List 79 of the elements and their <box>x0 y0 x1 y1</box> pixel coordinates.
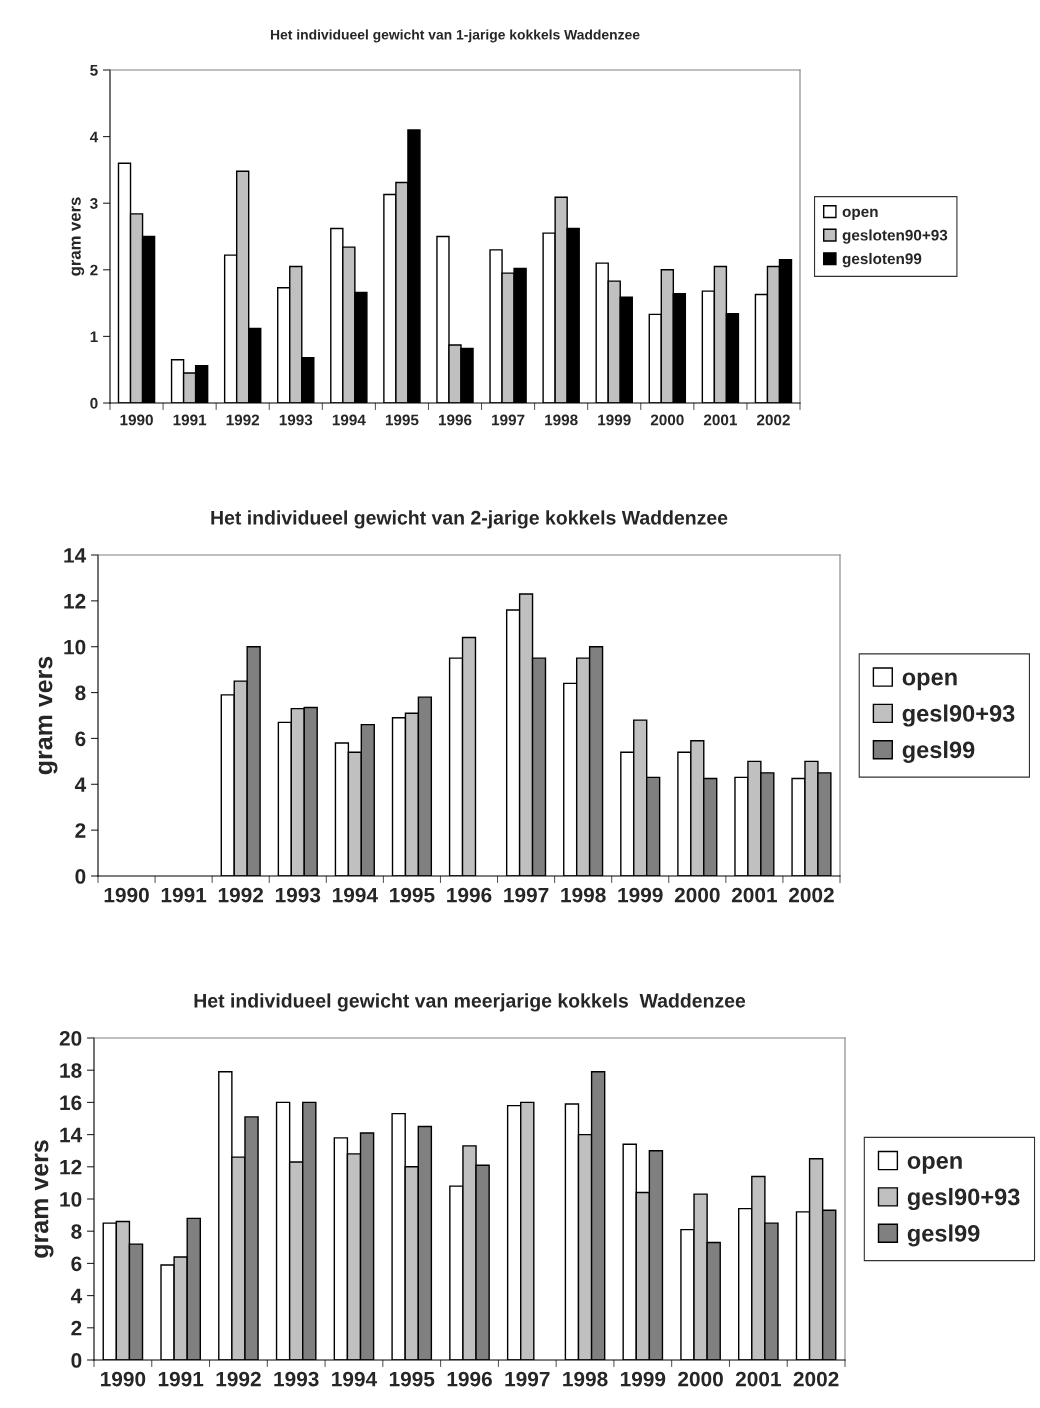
y-tick-label: 14 <box>64 548 87 563</box>
x-tick-label: 1999 <box>618 887 663 903</box>
y-tick-label: 1 <box>90 331 98 342</box>
x-tick-label: 1996 <box>438 414 472 426</box>
x-tick-label: 1990 <box>101 1371 146 1387</box>
x-tick-label: 1998 <box>561 887 606 903</box>
x-tick-label: 1994 <box>332 414 366 426</box>
x-tick-label: 1990 <box>120 414 153 426</box>
x-tick-label: 2000 <box>674 887 720 903</box>
y-tick-label: 2 <box>71 1320 82 1336</box>
y-tick-label: 12 <box>64 593 86 609</box>
x-tick-label: 1995 <box>389 1371 435 1387</box>
y-tick-label: 4 <box>74 777 87 792</box>
chart-title: Het individueel gewicht van 2-jarige kokkels Waddenzee <box>211 510 728 529</box>
y-tick-label: 6 <box>71 1256 82 1272</box>
x-tick-label: 2001 <box>735 1371 781 1387</box>
x-tick-label: 2002 <box>757 414 790 426</box>
y-tick-label: 10 <box>64 639 86 655</box>
x-tick-label: 1998 <box>545 414 578 426</box>
y-tick-label: 2 <box>75 823 86 838</box>
x-tick-label: 1992 <box>216 1371 261 1387</box>
y-tick-label: 4 <box>89 131 99 143</box>
y-tick-label: 20 <box>59 1031 82 1046</box>
y-tick-label: 18 <box>60 1063 82 1078</box>
x-tick-label: 1990 <box>104 887 149 903</box>
legend-label: open <box>902 672 957 691</box>
x-tick-label: 1992 <box>218 887 264 903</box>
x-tick-label: 1992 <box>226 414 260 426</box>
legend-label: gesl90+93 <box>902 704 1015 727</box>
y-tick-label: 4 <box>70 1288 83 1304</box>
legend-label: gesl99 <box>902 740 975 763</box>
x-tick-label: 1996 <box>447 887 492 903</box>
x-tick-label: 1994 <box>332 1371 378 1387</box>
y-tick-label: 8 <box>75 685 86 701</box>
x-tick-label: 2002 <box>793 1371 839 1387</box>
x-tick-label: 1996 <box>447 1371 492 1387</box>
y-tick-label: 0 <box>75 869 86 884</box>
x-tick-label: 1991 <box>173 414 207 426</box>
x-tick-label: 2001 <box>731 887 777 903</box>
y-tick-label: 0 <box>71 1353 82 1368</box>
x-tick-label: 1997 <box>505 1371 550 1387</box>
x-tick-label: 1994 <box>332 887 378 903</box>
chart-title: Het individueel gewicht van meerjarige kokkels Waddenzee <box>194 993 746 1012</box>
x-tick-label: 1991 <box>158 1371 204 1387</box>
x-tick-label: 2002 <box>789 887 834 903</box>
x-tick-label: 1999 <box>598 414 631 426</box>
legend-label: open <box>907 1156 962 1174</box>
x-tick-label: 2000 <box>678 1371 723 1387</box>
legend-label: open <box>842 208 878 221</box>
y-tick-label: 8 <box>71 1224 82 1239</box>
y-tick-label: 2 <box>90 264 98 276</box>
y-tick-label: 5 <box>90 65 98 76</box>
x-tick-label: 2001 <box>703 414 737 426</box>
x-tick-label: 1993 <box>274 1371 319 1387</box>
x-tick-label: 1998 <box>563 1371 608 1387</box>
x-tick-label: 2000 <box>650 414 684 426</box>
y-tick-label: 0 <box>90 397 98 409</box>
legend-label: gesl99 <box>907 1224 980 1247</box>
legend-label: gesloten90+93 <box>842 229 948 244</box>
y-tick-label: 12 <box>60 1159 82 1175</box>
x-tick-label: 1997 <box>504 887 549 903</box>
y-tick-label: 14 <box>60 1127 83 1143</box>
y-tick-label: 16 <box>60 1095 82 1111</box>
x-tick-label: 1999 <box>620 1371 666 1387</box>
y-tick-label: 10 <box>60 1192 82 1207</box>
x-tick-label: 1993 <box>279 414 313 426</box>
y-axis-title: gram vers <box>38 656 58 775</box>
x-tick-label: 1995 <box>385 414 419 426</box>
x-tick-label: 1997 <box>492 414 525 426</box>
x-tick-label: 1995 <box>390 887 435 903</box>
chart-title: Het individueel gewicht van 1-jarige kokkels Waddenzee <box>270 29 640 43</box>
legend-label: gesloten99 <box>842 252 922 268</box>
x-tick-label: 1993 <box>275 887 321 903</box>
y-axis-title: gram vers <box>71 197 85 276</box>
y-tick-label: 3 <box>90 198 98 209</box>
x-tick-label: 1991 <box>161 887 207 903</box>
legend-label: gesl90+93 <box>907 1187 1020 1211</box>
y-tick-label: 6 <box>75 731 86 747</box>
y-axis-title: gram vers <box>34 1140 54 1258</box>
